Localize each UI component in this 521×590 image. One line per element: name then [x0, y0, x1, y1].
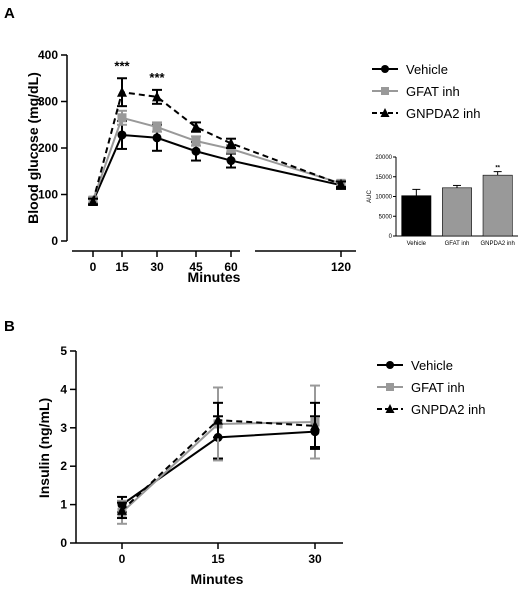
- panel-b-legend-marker: [385, 404, 395, 413]
- panel-a-y-tick-label: 300: [38, 95, 58, 109]
- panel-b-x-tick-label: 30: [308, 552, 322, 566]
- panel-a-ylabel: Blood glucose (mg/dL): [25, 72, 41, 224]
- panel-a-series-gfat-inh-point: [191, 136, 201, 146]
- panel-b-series-gnpda2-inh-point: [310, 420, 320, 431]
- panel-a-series-vehicle-line: [92, 133, 342, 202]
- panel-a-legend-label: Vehicle: [406, 62, 448, 77]
- panel-a-series-gnpda2-inh-point: [336, 178, 346, 189]
- panel-b-y-tick-label: 2: [60, 459, 67, 473]
- panel-a-series-gnpda2-inh-point: [117, 86, 127, 97]
- panel-b-legend-label: GNPDA2 inh: [411, 402, 485, 417]
- panel-b-y-tick-label: 3: [60, 421, 67, 435]
- panel-a-x-tick-label: 120: [331, 260, 351, 274]
- inset-y-tick-label: 15000: [375, 175, 392, 181]
- panel-a-xlabel: Minutes: [188, 269, 241, 285]
- panel-b-series-gnpda2-inh-point: [117, 504, 127, 515]
- panel-a-series-gfat-inh-line: [92, 116, 342, 201]
- panel-a-legend: Vehicle GFAT inh GNPDA2 inh: [372, 62, 480, 121]
- panel-b-y-tick-label: 1: [60, 498, 67, 512]
- panel-a-x-tick-label: 15: [115, 260, 129, 274]
- panel-b-series-gnpda2-inh-point: [213, 414, 223, 425]
- inset-y-tick-label: 10000: [375, 195, 392, 201]
- panel-b-y-tick-label: 4: [60, 382, 67, 396]
- panel-a-y-tick-label: 0: [51, 234, 58, 248]
- panel-a-series-gnpda2-inh-point: [191, 121, 201, 132]
- panel-b-chart: 0 1 2 3 4 5 0 15 30: [60, 344, 343, 566]
- inset-bar-gfat-inh: [442, 187, 472, 237]
- panel-b-label: B: [4, 318, 15, 335]
- panel-a-x-tick-label: 30: [150, 260, 164, 274]
- panel-a-x-tick-label: 45: [189, 260, 203, 274]
- panel-b-legend-label: GFAT inh: [411, 380, 465, 395]
- panel-a-y-tick-label: 100: [38, 188, 58, 202]
- inset-ylabel: AUC: [367, 190, 373, 203]
- panel-a-chart: 0 100 200 300 400 0 15 30 45 60 120 *** ***: [38, 48, 356, 274]
- panel-a-y-tick-label: 400: [38, 48, 58, 62]
- panel-b-legend-marker: [386, 383, 394, 391]
- panel-b-legend-marker: [386, 361, 394, 369]
- inset-x-tick-label: Vehicle: [407, 241, 427, 247]
- panel-a-series-gnpda2-inh-line: [92, 91, 342, 202]
- panel-a-series-gnpda2-inh-point: [88, 195, 98, 206]
- panel-a-series-gfat-inh-point: [152, 122, 162, 132]
- panel-b-legend: Vehicle GFAT inh GNPDA2 inh: [377, 358, 485, 417]
- inset-significance-annotation: **: [495, 166, 500, 172]
- panel-b-ylabel: Insulin (ng/mL): [36, 398, 52, 498]
- inset-y-tick-label: 0: [389, 234, 393, 240]
- panel-a-label: A: [4, 5, 15, 22]
- panel-a-significance-annotation: ***: [149, 70, 165, 85]
- panel-a-series-vehicle-point: [152, 133, 162, 143]
- panel-b-x-tick-label: 15: [211, 552, 225, 566]
- panel-a-inset-chart: 0 5000 10000 15000 20000 AUC Vehicle GFAT inh GN…: [367, 155, 518, 247]
- panel-b-xlabel: Minutes: [191, 571, 244, 587]
- panel-a-legend-marker: [381, 65, 389, 73]
- panel-a-series-gfat-inh-point: [117, 113, 127, 123]
- panel-a-legend-marker: [381, 87, 389, 95]
- panel-b-y-tick-label: 0: [60, 536, 67, 550]
- inset-x-tick-label: GNPDA2 inh: [480, 241, 514, 247]
- inset-y-tick-label: 5000: [379, 214, 393, 220]
- panel-b-x-tick-label: 0: [119, 552, 126, 566]
- panel-b-legend-label: Vehicle: [411, 358, 453, 373]
- panel-a-series-vehicle-point: [191, 146, 201, 156]
- inset-x-tick-label: GFAT inh: [445, 241, 470, 247]
- panel-a-series-gnpda2-inh-point: [152, 91, 162, 102]
- panel-a-series-gnpda2-inh-point: [226, 137, 236, 148]
- panel-a-y-tick-label: 200: [38, 141, 58, 155]
- panel-b-y-tick-label: 5: [60, 344, 67, 358]
- panel-a-legend-label: GFAT inh: [406, 84, 460, 99]
- inset-bar-vehicle: [401, 195, 432, 237]
- inset-y-tick-label: 20000: [375, 155, 392, 161]
- panel-a-series-vehicle-point: [226, 156, 236, 166]
- panel-a-series-vehicle-point: [117, 130, 127, 140]
- panel-a-significance-annotation: ***: [114, 58, 130, 73]
- panel-a-x-tick-label: 60: [224, 260, 238, 274]
- panel-a-legend-label: GNPDA2 inh: [406, 106, 480, 121]
- panel-a-x-tick-label: 0: [90, 260, 97, 274]
- inset-bar-gnpda2-inh: [482, 174, 513, 237]
- panel-a-legend-marker: [380, 108, 390, 117]
